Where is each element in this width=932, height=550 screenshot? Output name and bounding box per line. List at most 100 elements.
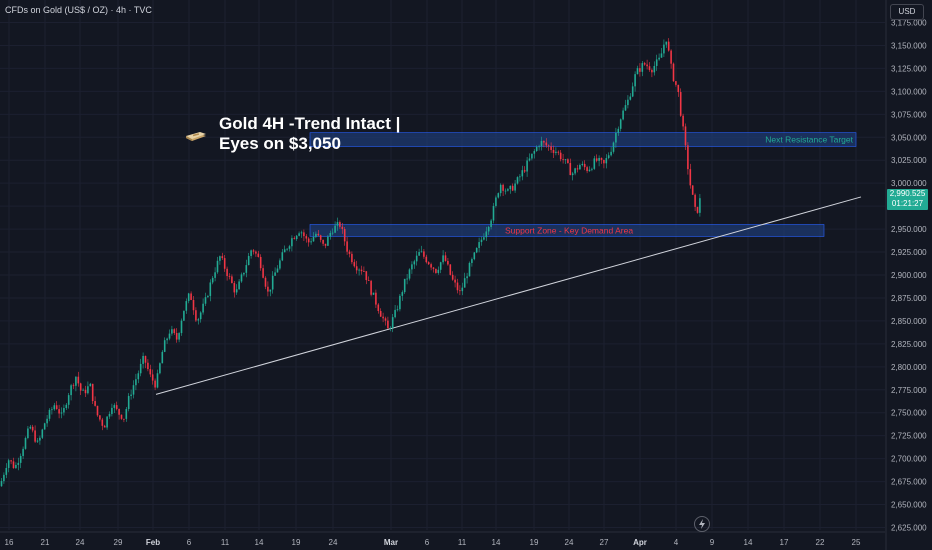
candle-body: [408, 269, 411, 279]
lightning-icon[interactable]: [694, 516, 710, 532]
candle-body: [96, 405, 99, 416]
candle-body: [435, 268, 437, 273]
price-tick-label: 3,175.000: [891, 19, 927, 28]
candle-body: [696, 206, 699, 213]
candle-body: [27, 428, 29, 438]
price-tick-label: 2,825.000: [891, 340, 927, 349]
candle-body: [317, 233, 320, 236]
candle-body: [51, 409, 53, 411]
time-tick-label: 14: [255, 538, 264, 547]
time-tick-label: 29: [114, 538, 123, 547]
price-zones: Next Resistance Target Support Zone - Key…: [309, 132, 857, 237]
candle-body: [593, 158, 596, 169]
candle-body: [168, 333, 171, 339]
candle-body: [384, 318, 387, 321]
candle-body: [106, 416, 108, 428]
candle-body: [228, 276, 231, 277]
candle-body: [226, 268, 228, 277]
candle-body: [235, 289, 238, 293]
candle-body: [120, 414, 123, 419]
candle-body: [504, 190, 507, 192]
time-tick-label: Apr: [633, 538, 647, 547]
price-tick-label: 2,850.000: [891, 317, 927, 326]
candle-body: [132, 385, 135, 395]
candle-body: [569, 163, 572, 176]
candle-body: [204, 297, 207, 304]
candle-body: [399, 295, 401, 310]
last-price-value: 2,990.525: [889, 189, 926, 198]
candle-body: [487, 227, 490, 232]
candle-body: [171, 329, 173, 334]
candle-body: [339, 222, 341, 227]
price-tick-label: 2,650.000: [891, 501, 927, 510]
candle-body: [29, 426, 32, 429]
candle-body: [485, 231, 488, 238]
candle-body: [583, 163, 586, 168]
candle-body: [519, 176, 521, 178]
candle-body: [307, 238, 310, 243]
candle-body: [442, 255, 444, 263]
candle-body: [607, 155, 610, 159]
time-axis[interactable]: 16 21 24 29 Feb 6 11 14 19 24 Mar 6 11 14 19 24 27 Apr 4 9 1…: [0, 531, 885, 547]
candle-body: [187, 293, 190, 302]
candle-body: [655, 59, 658, 66]
candle-body: [293, 238, 296, 240]
resistance-zone: [309, 132, 857, 147]
candle-body: [67, 395, 70, 405]
time-tick-label: 19: [292, 538, 301, 547]
candle-body: [670, 50, 672, 64]
candle-body: [283, 249, 286, 253]
candle-body: [502, 184, 504, 191]
candles: [0, 38, 701, 487]
candle-body: [631, 86, 634, 97]
candle-body: [39, 437, 41, 441]
candle-body: [689, 169, 692, 186]
candle-body: [238, 281, 240, 290]
price-tick-label: 2,725.000: [891, 432, 927, 441]
candle-body: [329, 233, 332, 237]
candle-body: [322, 239, 324, 244]
trendline: [155, 196, 862, 395]
candle-body: [641, 63, 644, 72]
time-tick-label: Mar: [384, 538, 398, 547]
candle-body: [677, 84, 680, 93]
candle-body: [523, 170, 526, 172]
candle-body: [478, 242, 480, 248]
candle-body: [223, 258, 226, 269]
candle-body: [175, 333, 178, 340]
candle-body: [574, 168, 576, 174]
candle-body: [207, 295, 209, 298]
time-tick-label: 14: [744, 538, 753, 547]
candle-body: [653, 65, 656, 73]
price-tick-label: 2,675.000: [891, 478, 927, 487]
candle-body: [161, 351, 164, 364]
currency-button[interactable]: USD: [890, 4, 924, 20]
candle-body: [180, 320, 183, 334]
candle-body: [679, 92, 682, 116]
candle-body: [358, 269, 360, 271]
candle-body: [202, 303, 204, 313]
candle-body: [475, 247, 478, 253]
candle-body: [622, 110, 624, 120]
candle-body: [415, 255, 418, 262]
candle-body: [468, 262, 471, 277]
candle-body: [528, 158, 531, 161]
price-tick-label: 2,700.000: [891, 455, 927, 464]
candle-body: [195, 310, 197, 321]
candle-body: [219, 256, 221, 261]
candle-body: [209, 282, 212, 296]
candle-body: [552, 149, 555, 153]
candle-body: [672, 63, 675, 82]
price-axis[interactable]: 3,175.000 3,150.000 3,125.000 3,100.000 3,07…: [885, 0, 927, 550]
candle-body: [312, 236, 315, 242]
candle-body: [521, 170, 524, 177]
candle-body: [423, 251, 425, 257]
candle-body: [396, 309, 399, 311]
candle-body: [298, 233, 300, 236]
candle-body: [300, 232, 303, 234]
candle-body: [401, 292, 404, 296]
support-zone-label: Support Zone - Key Demand Area: [505, 225, 633, 235]
candle-body: [231, 276, 233, 284]
resistance-zone-label: Next Resistance Target: [765, 135, 853, 145]
